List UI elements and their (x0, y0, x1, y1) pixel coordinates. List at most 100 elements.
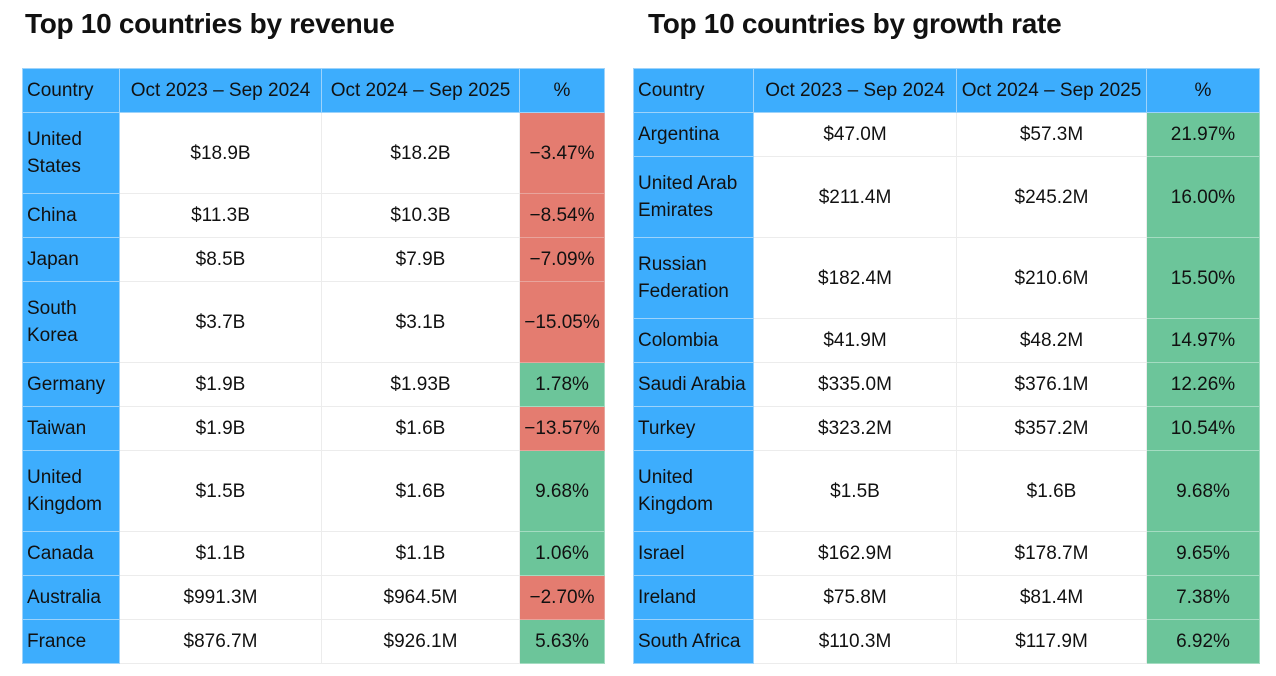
table-row: South Africa $110.3M $117.9M 6.92% (633, 619, 1260, 664)
cell-period-2023-2024: $41.9M (753, 318, 957, 363)
cell-period-2024-2025: $1.6B (321, 406, 520, 451)
table-row: Germany $1.9B $1.93B 1.78% (22, 362, 605, 407)
header-row: Country Oct 2023 – Sep 2024 Oct 2024 – Sep… (22, 68, 605, 113)
column-header-period-2023-2024: Oct 2023 – Sep 2024 (753, 68, 957, 113)
cell-period-2024-2025: $926.1M (321, 619, 520, 664)
cell-country: South Korea (22, 281, 120, 363)
cell-period-2023-2024: $991.3M (119, 575, 322, 620)
cell-country: United Kingdom (633, 450, 754, 532)
column-header-period-2024-2025: Oct 2024 – Sep 2025 (321, 68, 520, 113)
cell-percent-change: −7.09% (519, 237, 605, 282)
cell-country: Turkey (633, 406, 754, 451)
cell-percent-change: −15.05% (519, 281, 605, 363)
table-row: Saudi Arabia $335.0M $376.1M 12.26% (633, 362, 1260, 407)
cell-period-2024-2025: $57.3M (956, 112, 1147, 157)
growth-table: Country Oct 2023 – Sep 2024 Oct 2024 – Sep… (633, 68, 1260, 664)
cell-period-2024-2025: $245.2M (956, 156, 1147, 238)
cell-percent-change: 21.97% (1146, 112, 1260, 157)
table-row: France $876.7M $926.1M 5.63% (22, 619, 605, 664)
cell-period-2023-2024: $1.5B (753, 450, 957, 532)
table-row: United Kingdom $1.5B $1.6B 9.68% (633, 450, 1260, 532)
cell-period-2023-2024: $1.9B (119, 362, 322, 407)
cell-country: Colombia (633, 318, 754, 363)
cell-percent-change: 12.26% (1146, 362, 1260, 407)
cell-period-2024-2025: $178.7M (956, 531, 1147, 576)
cell-percent-change: 5.63% (519, 619, 605, 664)
cell-period-2023-2024: $1.9B (119, 406, 322, 451)
cell-period-2024-2025: $18.2B (321, 112, 520, 194)
cell-percent-change: 10.54% (1146, 406, 1260, 451)
cell-percent-change: 9.68% (519, 450, 605, 532)
cell-period-2023-2024: $8.5B (119, 237, 322, 282)
cell-period-2024-2025: $81.4M (956, 575, 1147, 620)
cell-period-2023-2024: $110.3M (753, 619, 957, 664)
column-header-period-2024-2025: Oct 2024 – Sep 2025 (956, 68, 1147, 113)
table-row: Argentina $47.0M $57.3M 21.97% (633, 112, 1260, 157)
table-row: Russian Federation $182.4M $210.6M 15.50% (633, 237, 1260, 319)
cell-period-2023-2024: $211.4M (753, 156, 957, 238)
cell-period-2023-2024: $18.9B (119, 112, 322, 194)
table-row: Taiwan $1.9B $1.6B −13.57% (22, 406, 605, 451)
cell-country: Japan (22, 237, 120, 282)
table-row: Canada $1.1B $1.1B 1.06% (22, 531, 605, 576)
cell-country: Russian Federation (633, 237, 754, 319)
cell-percent-change: −3.47% (519, 112, 605, 194)
growth-table-title: Top 10 countries by growth rate (648, 8, 1062, 39)
cell-country: Germany (22, 362, 120, 407)
cell-country: France (22, 619, 120, 664)
cell-period-2023-2024: $162.9M (753, 531, 957, 576)
cell-country: United States (22, 112, 120, 194)
column-header-country: Country (22, 68, 120, 113)
cell-country: Argentina (633, 112, 754, 157)
cell-percent-change: 7.38% (1146, 575, 1260, 620)
cell-period-2023-2024: $1.1B (119, 531, 322, 576)
cell-percent-change: 9.65% (1146, 531, 1260, 576)
cell-country: United Kingdom (22, 450, 120, 532)
cell-country: Israel (633, 531, 754, 576)
cell-percent-change: −2.70% (519, 575, 605, 620)
table-row: United Kingdom $1.5B $1.6B 9.68% (22, 450, 605, 532)
cell-period-2024-2025: $1.6B (956, 450, 1147, 532)
cell-percent-change: 16.00% (1146, 156, 1260, 238)
column-header-percent-change: % (519, 68, 605, 113)
cell-country: China (22, 193, 120, 238)
cell-country: United Arab Emirates (633, 156, 754, 238)
table-row: Israel $162.9M $178.7M 9.65% (633, 531, 1260, 576)
cell-period-2024-2025: $210.6M (956, 237, 1147, 319)
cell-percent-change: −8.54% (519, 193, 605, 238)
cell-period-2024-2025: $1.6B (321, 450, 520, 532)
cell-period-2024-2025: $3.1B (321, 281, 520, 363)
table-row: Australia $991.3M $964.5M −2.70% (22, 575, 605, 620)
column-header-period-2023-2024: Oct 2023 – Sep 2024 (119, 68, 322, 113)
table-row: South Korea $3.7B $3.1B −15.05% (22, 281, 605, 363)
cell-country: Australia (22, 575, 120, 620)
cell-period-2024-2025: $10.3B (321, 193, 520, 238)
cell-period-2023-2024: $11.3B (119, 193, 322, 238)
cell-percent-change: 6.92% (1146, 619, 1260, 664)
table-row: Turkey $323.2M $357.2M 10.54% (633, 406, 1260, 451)
revenue-table: Country Oct 2023 – Sep 2024 Oct 2024 – Sep… (22, 68, 605, 664)
cell-period-2023-2024: $323.2M (753, 406, 957, 451)
revenue-table-title: Top 10 countries by revenue (25, 8, 395, 39)
cell-country: Canada (22, 531, 120, 576)
column-header-percent-change: % (1146, 68, 1260, 113)
cell-period-2023-2024: $47.0M (753, 112, 957, 157)
cell-period-2024-2025: $964.5M (321, 575, 520, 620)
cell-period-2023-2024: $335.0M (753, 362, 957, 407)
table-row: United Arab Emirates $211.4M $245.2M 16.00% (633, 156, 1260, 238)
column-header-country: Country (633, 68, 754, 113)
table-row: Japan $8.5B $7.9B −7.09% (22, 237, 605, 282)
cell-period-2024-2025: $357.2M (956, 406, 1147, 451)
cell-country: Taiwan (22, 406, 120, 451)
cell-period-2024-2025: $117.9M (956, 619, 1147, 664)
table-row: United States $18.9B $18.2B −3.47% (22, 112, 605, 194)
cell-period-2024-2025: $1.1B (321, 531, 520, 576)
cell-percent-change: −13.57% (519, 406, 605, 451)
cell-period-2023-2024: $182.4M (753, 237, 957, 319)
cell-country: Ireland (633, 575, 754, 620)
cell-country: South Africa (633, 619, 754, 664)
cell-period-2023-2024: $876.7M (119, 619, 322, 664)
cell-percent-change: 1.06% (519, 531, 605, 576)
cell-period-2023-2024: $3.7B (119, 281, 322, 363)
cell-percent-change: 15.50% (1146, 237, 1260, 319)
